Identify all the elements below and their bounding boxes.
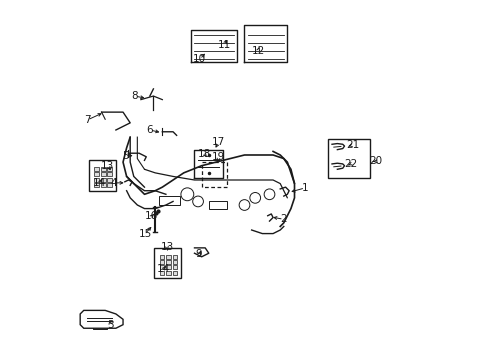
Text: 6: 6 [146,125,153,135]
Bar [172,271,177,275]
Bar [166,260,171,264]
Bar [154,248,181,278]
Bar [160,265,164,269]
Text: 13: 13 [101,161,114,171]
Bar [101,167,105,171]
Bar [172,260,177,264]
Text: 21: 21 [346,140,359,150]
Text: 20: 20 [368,157,382,166]
Bar [166,265,171,269]
Bar [160,271,164,275]
Bar [172,265,177,269]
Bar [166,271,171,275]
Bar [94,178,99,182]
Text: 2: 2 [280,214,286,224]
Bar [94,167,99,171]
Bar [172,255,177,258]
Text: 3: 3 [107,320,114,330]
Text: 1: 1 [301,183,308,193]
Text: 12: 12 [251,46,264,56]
Text: 13: 13 [160,242,173,252]
Text: 15: 15 [138,229,151,239]
Text: 18: 18 [198,149,211,159]
Bar [101,172,105,176]
Text: 11: 11 [217,40,230,50]
Text: 14: 14 [93,177,106,188]
Bar [159,196,180,205]
Bar [107,167,112,171]
Bar [89,160,116,191]
Bar [107,178,112,182]
Bar [166,255,171,258]
Text: 19: 19 [212,152,225,162]
Bar [328,139,369,178]
Bar [208,201,226,208]
Bar [101,178,105,182]
Bar [160,260,164,264]
Text: 4: 4 [110,178,117,188]
Text: 22: 22 [344,159,357,169]
Text: 8: 8 [131,91,138,101]
Text: 10: 10 [193,54,206,64]
Text: 16: 16 [145,211,158,221]
Bar [94,172,99,176]
Bar [107,183,112,187]
Bar [94,183,99,187]
Bar [107,172,112,176]
Text: 7: 7 [84,115,90,125]
Text: 14: 14 [157,264,170,274]
Text: 9: 9 [195,249,202,259]
Text: 5: 5 [122,151,129,161]
Text: 17: 17 [211,138,224,148]
Bar [160,255,164,258]
Bar [101,183,105,187]
